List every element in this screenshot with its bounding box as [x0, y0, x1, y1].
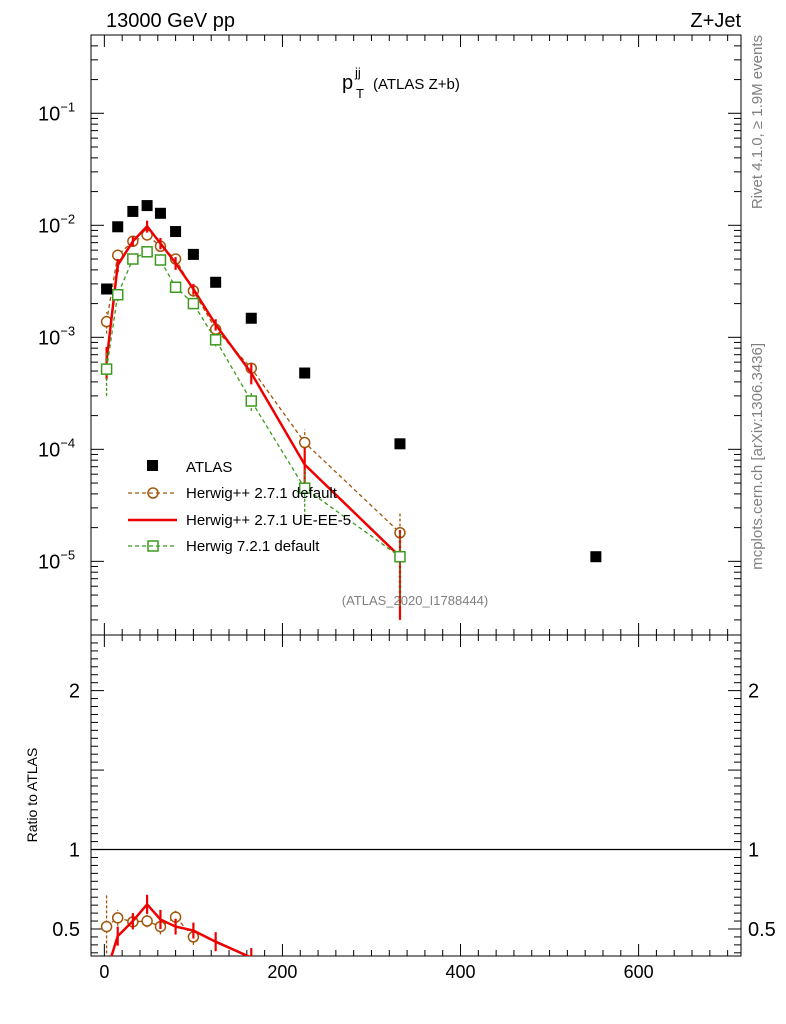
mcplots-label: mcplots.cern.ch [arXiv:1306.3436] [749, 343, 766, 570]
legend-marker-herwig7 [147, 540, 159, 552]
data-point-atlas [170, 226, 182, 238]
ratio-ylabel: Ratio to ATLAS [24, 748, 40, 843]
marker-herwig7 [169, 281, 182, 293]
marker-herwig7 [154, 254, 167, 266]
ratio-panel-series [100, 894, 253, 956]
legend-marker-herwig-default [147, 487, 159, 499]
y-tick-label-main: 10−3 [38, 323, 75, 349]
legend: ATLAS Herwig++ 2.7.1 default Herwig++ 2.… [128, 459, 351, 555]
y-tick-label-ratio-left: 2 [69, 681, 80, 703]
ratio-marker-herwig-default [100, 920, 113, 933]
axis-ticks [91, 34, 741, 956]
y-tick-label-main: 10−1 [38, 99, 75, 125]
main-panel-series [100, 200, 602, 620]
data-point-atlas [127, 205, 139, 217]
x-tick-label: 600 [624, 962, 654, 982]
marker-herwig7 [111, 288, 124, 301]
y-tick-label-main: 10−2 [38, 211, 75, 237]
y-tick-label-ratio-right: 1 [748, 840, 759, 862]
y-tick-label-exponent: −1 [60, 99, 75, 114]
data-point-atlas [101, 283, 113, 295]
analysis-watermark: (ATLAS_2020_I1788444) [342, 593, 488, 608]
ratio-marker-herwig-default [141, 915, 153, 927]
y-tick-label-exponent: −3 [60, 323, 75, 338]
title-p: p [342, 72, 353, 94]
legend-label-atlas: ATLAS [186, 459, 232, 476]
x-tick-label: 0 [99, 962, 109, 982]
title-sub: T [356, 86, 364, 101]
x-tick-label: 200 [267, 962, 297, 982]
ratio-marker-herwig-default [111, 912, 124, 924]
data-point-atlas [590, 551, 602, 563]
marker-herwig7 [187, 297, 200, 310]
y-tick-label-main: 10−4 [38, 435, 75, 461]
marker-herwig7 [245, 395, 258, 407]
x-tick-label: 400 [445, 962, 475, 982]
y-tick-label-ratio-left: 0.5 [52, 919, 80, 941]
y-tick-label-ratio-right: 0.5 [748, 919, 776, 941]
y-tick-label-ratio-left: 1 [69, 840, 80, 862]
marker-herwig7 [394, 550, 406, 563]
title-sup: jj [354, 65, 361, 80]
data-point-atlas [299, 367, 311, 379]
y-tick-label-exponent: −2 [60, 211, 75, 226]
header-right-label: Z+Jet [690, 10, 741, 32]
marker-herwig-default [298, 436, 311, 449]
data-point-atlas [210, 276, 222, 288]
y-tick-label-exponent: −4 [60, 435, 75, 450]
rivet-version-label: Rivet 4.1.0, ≥ 1.9M events [749, 35, 766, 209]
marker-herwig7 [100, 363, 113, 375]
legend-marker-atlas [147, 460, 158, 471]
legend-label-herwig7: Herwig 7.2.1 default [186, 538, 320, 555]
y-tick-label-main: 10−5 [38, 547, 75, 573]
legend-label-herwig-default: Herwig++ 2.7.1 default [186, 485, 338, 502]
data-point-atlas [154, 207, 166, 219]
marker-herwig7 [141, 246, 153, 258]
y-tick-label-ratio-right: 2 [748, 681, 759, 703]
header-left-label: 13000 GeV pp [106, 10, 235, 32]
marker-herwig7 [127, 253, 139, 265]
ratio-panel-frame [90, 634, 742, 957]
legend-label-herwig-ueee5: Herwig++ 2.7.1 UE-EE-5 [186, 512, 351, 529]
axis-tick-labels: 0 200 400 600 10−5 10−4 10−3 10−2 10−1 0.5 0.5 1 1 2 2 [38, 99, 776, 982]
title-rest: (ATLAS Z+b) [373, 76, 460, 93]
y-tick-label-exponent: −5 [60, 547, 75, 562]
data-point-atlas [187, 248, 199, 260]
series-line-2 [105, 224, 401, 558]
data-point-atlas [394, 438, 406, 450]
marker-herwig7 [298, 482, 311, 494]
data-point-atlas [112, 221, 124, 233]
data-point-atlas [141, 200, 153, 212]
marker-herwig7 [209, 334, 222, 346]
data-point-atlas [245, 312, 257, 324]
plot-title: p jj T (ATLAS Z+b) [342, 65, 460, 101]
